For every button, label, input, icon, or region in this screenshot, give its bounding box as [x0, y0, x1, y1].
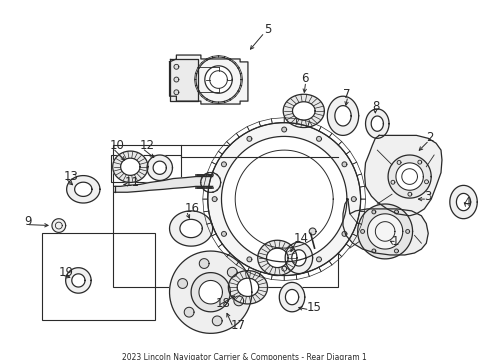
Polygon shape	[449, 185, 476, 219]
Polygon shape	[199, 258, 209, 269]
Polygon shape	[396, 161, 400, 165]
Polygon shape	[370, 116, 383, 131]
Text: 15: 15	[306, 301, 321, 314]
Text: 17: 17	[230, 319, 245, 332]
Polygon shape	[283, 94, 324, 127]
Polygon shape	[417, 160, 421, 164]
Polygon shape	[360, 229, 364, 233]
Text: 4: 4	[463, 195, 470, 208]
Polygon shape	[308, 228, 315, 235]
Polygon shape	[221, 136, 346, 262]
Polygon shape	[72, 274, 85, 287]
Text: 6: 6	[300, 72, 308, 85]
Polygon shape	[65, 268, 91, 293]
Polygon shape	[394, 210, 398, 214]
Polygon shape	[316, 257, 321, 262]
Polygon shape	[174, 77, 179, 82]
Polygon shape	[281, 127, 286, 132]
Polygon shape	[364, 135, 441, 216]
Polygon shape	[212, 197, 217, 202]
Polygon shape	[285, 289, 298, 305]
Polygon shape	[365, 109, 388, 138]
Polygon shape	[326, 96, 358, 135]
Polygon shape	[184, 307, 194, 317]
Text: 14: 14	[293, 232, 308, 245]
Text: 2: 2	[426, 131, 433, 144]
Polygon shape	[371, 210, 375, 214]
Polygon shape	[292, 102, 314, 120]
Polygon shape	[405, 229, 409, 233]
Polygon shape	[341, 231, 346, 236]
Polygon shape	[221, 231, 226, 236]
Polygon shape	[174, 90, 179, 95]
Polygon shape	[228, 271, 267, 304]
Text: 12: 12	[140, 139, 155, 152]
Polygon shape	[285, 242, 312, 274]
Polygon shape	[394, 249, 398, 253]
Polygon shape	[257, 240, 296, 275]
Bar	[112, 145, 337, 287]
Text: 13: 13	[63, 170, 79, 183]
Polygon shape	[350, 197, 355, 202]
Text: 3: 3	[424, 190, 431, 203]
Polygon shape	[424, 180, 427, 184]
Polygon shape	[395, 163, 423, 190]
Polygon shape	[390, 180, 394, 184]
Polygon shape	[207, 123, 360, 275]
Polygon shape	[169, 55, 247, 104]
Polygon shape	[334, 105, 350, 126]
Text: 5: 5	[264, 23, 271, 36]
Text: 1: 1	[391, 235, 399, 248]
Polygon shape	[407, 192, 411, 196]
Polygon shape	[342, 199, 427, 255]
Polygon shape	[169, 211, 212, 246]
Polygon shape	[367, 214, 402, 249]
Polygon shape	[341, 162, 346, 167]
Polygon shape	[387, 155, 430, 198]
Polygon shape	[316, 136, 321, 141]
Polygon shape	[114, 176, 212, 192]
Polygon shape	[75, 182, 92, 197]
Polygon shape	[237, 278, 258, 297]
Polygon shape	[174, 64, 179, 69]
Text: 2023 Lincoln Navigator Carrier & Components - Rear Diagram 1: 2023 Lincoln Navigator Carrier & Compone…	[122, 353, 366, 360]
Polygon shape	[112, 151, 148, 183]
Polygon shape	[169, 59, 198, 101]
Polygon shape	[246, 257, 251, 262]
Polygon shape	[281, 266, 286, 271]
Polygon shape	[233, 296, 243, 306]
Polygon shape	[371, 249, 375, 253]
Polygon shape	[121, 158, 140, 175]
Polygon shape	[246, 136, 251, 141]
Bar	[42, 233, 155, 320]
Text: 9: 9	[24, 215, 32, 228]
Polygon shape	[191, 273, 230, 312]
Text: 18: 18	[215, 297, 230, 310]
Polygon shape	[147, 155, 172, 180]
Polygon shape	[266, 248, 287, 267]
Polygon shape	[221, 162, 226, 167]
Bar	[110, 155, 181, 183]
Polygon shape	[52, 219, 65, 233]
Polygon shape	[227, 267, 237, 277]
Polygon shape	[169, 251, 251, 333]
Polygon shape	[180, 219, 202, 238]
Polygon shape	[204, 66, 232, 93]
Polygon shape	[153, 161, 166, 174]
Polygon shape	[291, 250, 305, 266]
Polygon shape	[66, 176, 100, 203]
Polygon shape	[212, 316, 222, 326]
Text: 19: 19	[59, 266, 74, 279]
Polygon shape	[455, 193, 470, 211]
Polygon shape	[279, 282, 304, 312]
Polygon shape	[177, 279, 187, 288]
Polygon shape	[199, 280, 222, 304]
Polygon shape	[357, 204, 412, 259]
Text: 8: 8	[372, 99, 379, 112]
Text: 16: 16	[184, 202, 199, 215]
Text: 10: 10	[109, 139, 124, 152]
Text: 11: 11	[124, 176, 139, 189]
Text: 7: 7	[342, 88, 350, 101]
